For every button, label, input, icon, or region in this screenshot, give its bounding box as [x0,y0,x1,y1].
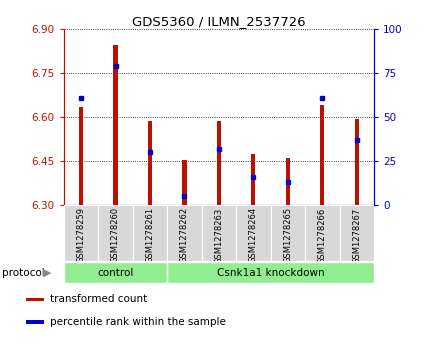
Text: control: control [97,268,134,278]
Text: GSM1278267: GSM1278267 [352,207,361,264]
Bar [148,122,152,205]
Text: Csnk1a1 knockdown: Csnk1a1 knockdown [217,268,324,278]
Bar [114,45,117,205]
Text: GSM1278264: GSM1278264 [249,207,258,264]
Bar [167,205,202,261]
Bar [305,205,340,261]
Bar [340,205,374,261]
Text: transformed count: transformed count [50,294,147,304]
Bar [182,160,187,205]
Bar [271,205,305,261]
Bar [202,205,236,261]
Bar [217,122,221,205]
Bar [98,205,133,261]
Bar [64,205,98,261]
Text: GSM1278261: GSM1278261 [146,207,154,264]
Bar [26,298,44,301]
Bar [251,154,256,205]
Bar [236,205,271,261]
Title: GDS5360 / ILMN_2537726: GDS5360 / ILMN_2537726 [132,15,306,28]
Bar [286,158,290,205]
Text: GSM1278259: GSM1278259 [77,207,85,263]
Text: GSM1278265: GSM1278265 [283,207,292,264]
Text: GSM1278262: GSM1278262 [180,207,189,264]
Text: GSM1278263: GSM1278263 [214,207,224,264]
Bar [133,205,167,261]
Text: percentile rank within the sample: percentile rank within the sample [50,317,226,327]
Bar [320,105,324,205]
Text: GSM1278260: GSM1278260 [111,207,120,264]
Bar [64,262,167,283]
Bar [355,119,359,205]
Text: protocol: protocol [2,268,45,278]
Text: ▶: ▶ [43,268,51,278]
Bar [167,262,374,283]
Text: GSM1278266: GSM1278266 [318,207,327,264]
Bar [79,107,83,205]
Bar [26,320,44,323]
